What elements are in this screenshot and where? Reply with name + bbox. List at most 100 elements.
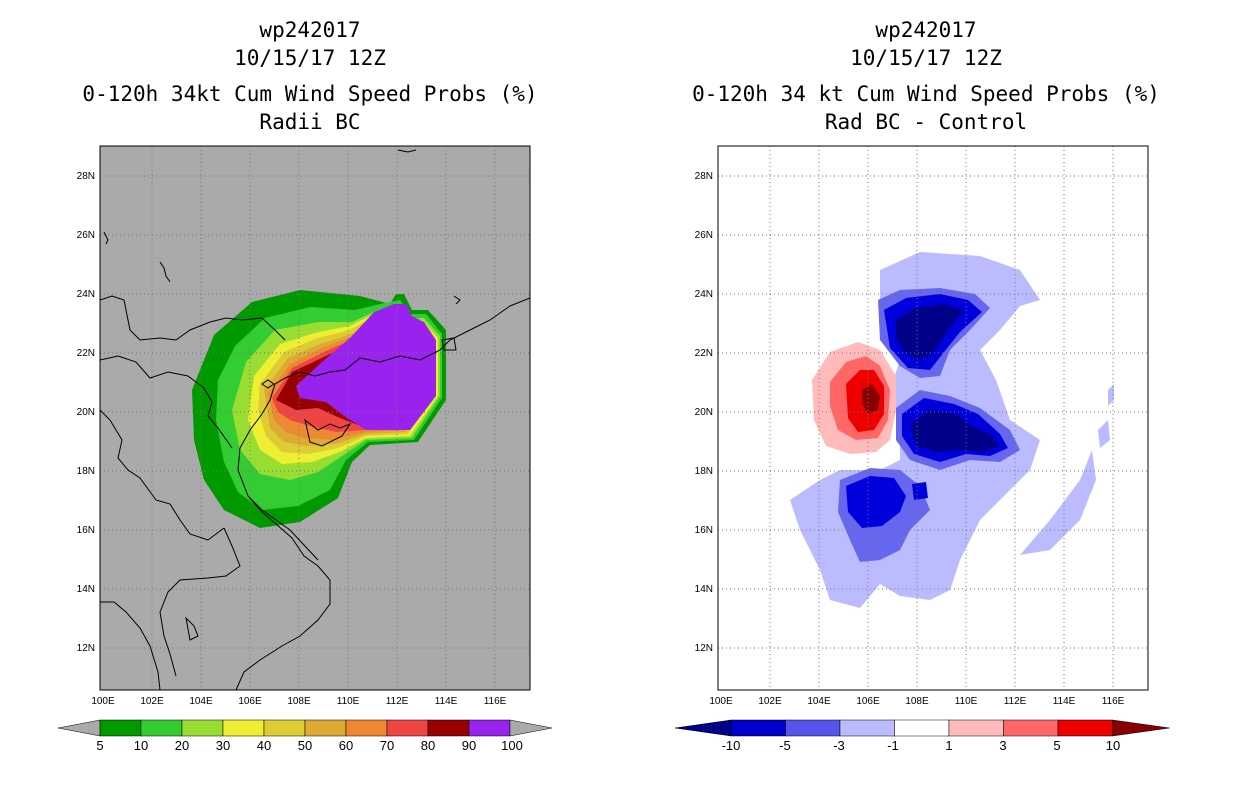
right-cb-swatch xyxy=(839,719,895,737)
right-lon-label: 104E xyxy=(807,696,831,707)
right-contour-neg1b xyxy=(1020,450,1096,555)
right-lon-label: 100E xyxy=(709,696,733,707)
left-lon-label: 100E xyxy=(91,696,115,707)
right-contour-neg1d xyxy=(1108,384,1114,406)
right-title-date: 10/15/17 12Z xyxy=(850,46,1002,70)
right-cb-swatch xyxy=(894,719,950,737)
right-cb-label: 1 xyxy=(945,738,952,753)
right-cb-swatch xyxy=(1057,719,1113,737)
left-lon-label: 108E xyxy=(287,696,311,707)
left-cb-label: 70 xyxy=(380,738,394,753)
right-cb-swatch xyxy=(730,719,786,737)
left-cb-label: 30 xyxy=(216,738,230,753)
right-lat-label: 16N xyxy=(695,525,713,536)
left-lon-label: 112E xyxy=(386,696,409,707)
right-lat-labels: 28N 26N 24N 22N 20N 18N 16N 14N 12N xyxy=(695,171,713,654)
right-cb-high-end xyxy=(1112,719,1170,737)
left-cb-label: 90 xyxy=(462,738,476,753)
right-cb-swatch xyxy=(785,719,841,737)
left-cb-label: 80 xyxy=(421,738,435,753)
right-contour-neg5c xyxy=(846,476,906,528)
left-lat-label: 16N xyxy=(77,525,95,536)
left-cb-label: 20 xyxy=(175,738,189,753)
left-lat-label: 22N xyxy=(77,348,95,359)
left-cb-label: 50 xyxy=(298,738,312,753)
left-colorbar xyxy=(57,719,553,737)
left-lon-label: 104E xyxy=(189,696,213,707)
left-title-product: 0-120h 34kt Cum Wind Speed Probs (%) xyxy=(82,82,538,106)
right-lon-label: 102E xyxy=(758,696,782,707)
left-lat-label: 26N xyxy=(77,230,95,241)
left-lon-label: 102E xyxy=(140,696,164,707)
right-colorbar xyxy=(674,719,1170,737)
left-lon-label: 110E xyxy=(337,696,360,707)
right-contour-neg10b xyxy=(910,410,1000,452)
right-title-storm-id: wp242017 xyxy=(875,18,977,42)
right-cb-label: -5 xyxy=(779,738,791,753)
left-title-block: wp242017 10/15/17 12Z 0-120h 34kt Cum Wi… xyxy=(60,16,560,136)
left-colorbar-labels: 5 10 20 30 40 50 60 70 80 90 100 xyxy=(96,738,522,753)
right-cb-label: -1 xyxy=(887,738,899,753)
left-lon-label: 106E xyxy=(238,696,262,707)
right-lat-label: 22N xyxy=(695,348,713,359)
right-lon-label: 106E xyxy=(856,696,880,707)
right-lat-label: 12N xyxy=(695,643,713,654)
right-lat-label: 14N xyxy=(695,584,713,595)
left-lon-labels: 100E 102E 104E 106E 108E 110E 112E 114E … xyxy=(91,696,506,707)
right-lat-label: 28N xyxy=(695,171,713,182)
right-lon-label: 110E xyxy=(955,696,978,707)
right-lat-label: 18N xyxy=(695,466,713,477)
right-contour-neg10a xyxy=(896,304,964,360)
right-lat-label: 26N xyxy=(695,230,713,241)
left-contour-100 xyxy=(296,304,436,430)
left-map-frame xyxy=(99,145,531,691)
right-lat-label: 24N xyxy=(695,289,713,300)
right-cb-label: 10 xyxy=(1106,738,1120,753)
left-lat-label: 20N xyxy=(77,407,95,418)
right-colorbar-labels: -10 -5 -3 -1 1 3 5 10 xyxy=(722,738,1121,753)
right-cb-swatch xyxy=(948,719,1004,737)
left-cb-label: 10 xyxy=(134,738,148,753)
left-lon-label: 114E xyxy=(435,696,458,707)
right-map-frame xyxy=(717,145,1149,691)
left-lat-label: 12N xyxy=(77,643,95,654)
right-lat-label: 20N xyxy=(695,407,713,418)
left-title-storm-id: wp242017 xyxy=(259,18,361,42)
right-lon-labels: 100E 102E 104E 106E 108E 110E 112E 114E … xyxy=(709,696,1124,707)
left-cb-high-end xyxy=(509,719,553,737)
right-lon-label: 108E xyxy=(905,696,929,707)
right-cb-low-end xyxy=(674,719,732,737)
right-cb-swatch xyxy=(1003,719,1059,737)
left-lat-label: 18N xyxy=(77,466,95,477)
left-lon-label: 116E xyxy=(484,696,507,707)
left-lat-label: 28N xyxy=(77,171,95,182)
right-gridlines xyxy=(718,146,1148,690)
left-gridlines xyxy=(100,146,530,690)
right-cb-label: -10 xyxy=(722,738,741,753)
left-cb-label: 100 xyxy=(501,738,523,753)
right-cb-label: 3 xyxy=(999,738,1006,753)
right-cb-label: -3 xyxy=(833,738,845,753)
left-lat-label: 24N xyxy=(77,289,95,300)
right-lon-label: 112E xyxy=(1004,696,1027,707)
right-contour-neg5d xyxy=(912,482,928,500)
left-coastlines xyxy=(100,149,530,690)
left-lat-labels: 28N 26N 24N 22N 20N 18N 16N 14N 12N xyxy=(77,171,95,654)
right-title-block: wp242017 10/15/17 12Z 0-120h 34 kt Cum W… xyxy=(676,16,1176,136)
right-contour-pos10 xyxy=(862,384,880,414)
left-cb-label: 40 xyxy=(257,738,271,753)
right-lon-label: 114E xyxy=(1053,696,1076,707)
right-difference-contours xyxy=(790,252,1114,608)
right-lon-label: 116E xyxy=(1102,696,1125,707)
right-title-subtitle: Rad BC - Control xyxy=(824,110,1028,134)
left-lat-label: 14N xyxy=(77,584,95,595)
left-cb-label: 60 xyxy=(339,738,353,753)
left-cb-label: 5 xyxy=(96,738,103,753)
right-title-product: 0-120h 34 kt Cum Wind Speed Probs (%) xyxy=(692,82,1160,106)
left-title-subtitle: Radii BC xyxy=(259,110,361,134)
right-contour-neg1c xyxy=(1098,420,1110,448)
left-title-date: 10/15/17 12Z xyxy=(234,46,386,70)
right-cb-label: 5 xyxy=(1053,738,1060,753)
